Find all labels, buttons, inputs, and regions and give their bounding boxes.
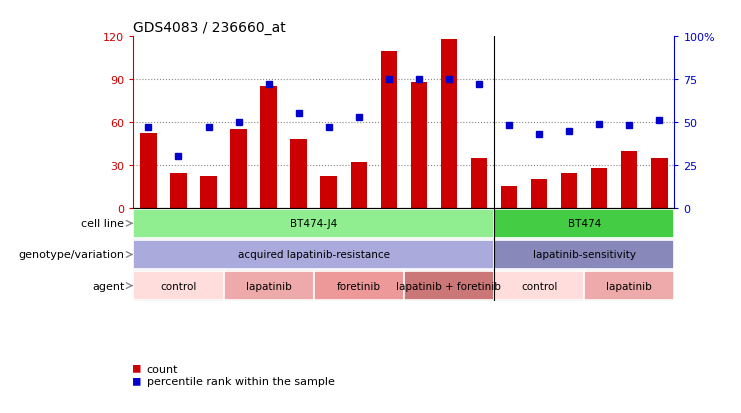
Text: foretinib: foretinib: [336, 281, 381, 291]
Bar: [320, 177, 337, 208]
Bar: [411, 83, 427, 208]
Bar: [224, 271, 313, 301]
Bar: [140, 134, 156, 208]
Bar: [591, 168, 608, 208]
Text: BT474: BT474: [568, 219, 601, 229]
Bar: [133, 271, 224, 301]
Text: agent: agent: [92, 281, 124, 291]
Text: ■: ■: [133, 361, 141, 374]
Bar: [501, 187, 517, 208]
Text: percentile rank within the sample: percentile rank within the sample: [147, 376, 335, 386]
Bar: [404, 271, 494, 301]
Bar: [260, 87, 277, 208]
Text: BT474-J4: BT474-J4: [290, 219, 337, 229]
Bar: [350, 163, 367, 208]
Bar: [531, 180, 548, 208]
Text: control: control: [160, 281, 196, 291]
Text: lapatinib: lapatinib: [606, 281, 652, 291]
Bar: [313, 271, 404, 301]
Text: lapatinib-sensitivity: lapatinib-sensitivity: [533, 250, 636, 260]
Text: GDS4083 / 236660_at: GDS4083 / 236660_at: [133, 21, 286, 35]
Text: lapatinib + foretinib: lapatinib + foretinib: [396, 281, 502, 291]
Bar: [133, 240, 494, 269]
Text: lapatinib: lapatinib: [246, 281, 291, 291]
Bar: [494, 271, 584, 301]
Bar: [381, 52, 397, 208]
Text: ■: ■: [133, 373, 141, 386]
Text: cell line: cell line: [82, 219, 124, 229]
Bar: [170, 174, 187, 208]
Bar: [651, 158, 668, 208]
Text: genotype/variation: genotype/variation: [19, 250, 124, 260]
Bar: [494, 240, 674, 269]
Bar: [471, 158, 488, 208]
Bar: [561, 174, 577, 208]
Text: control: control: [521, 281, 557, 291]
Bar: [494, 209, 674, 238]
Text: count: count: [147, 364, 179, 374]
Bar: [230, 130, 247, 208]
Bar: [290, 140, 307, 208]
Text: acquired lapatinib-resistance: acquired lapatinib-resistance: [238, 250, 390, 260]
Bar: [584, 271, 674, 301]
Bar: [441, 40, 457, 208]
Bar: [200, 177, 217, 208]
Bar: [621, 151, 637, 208]
Bar: [133, 209, 494, 238]
